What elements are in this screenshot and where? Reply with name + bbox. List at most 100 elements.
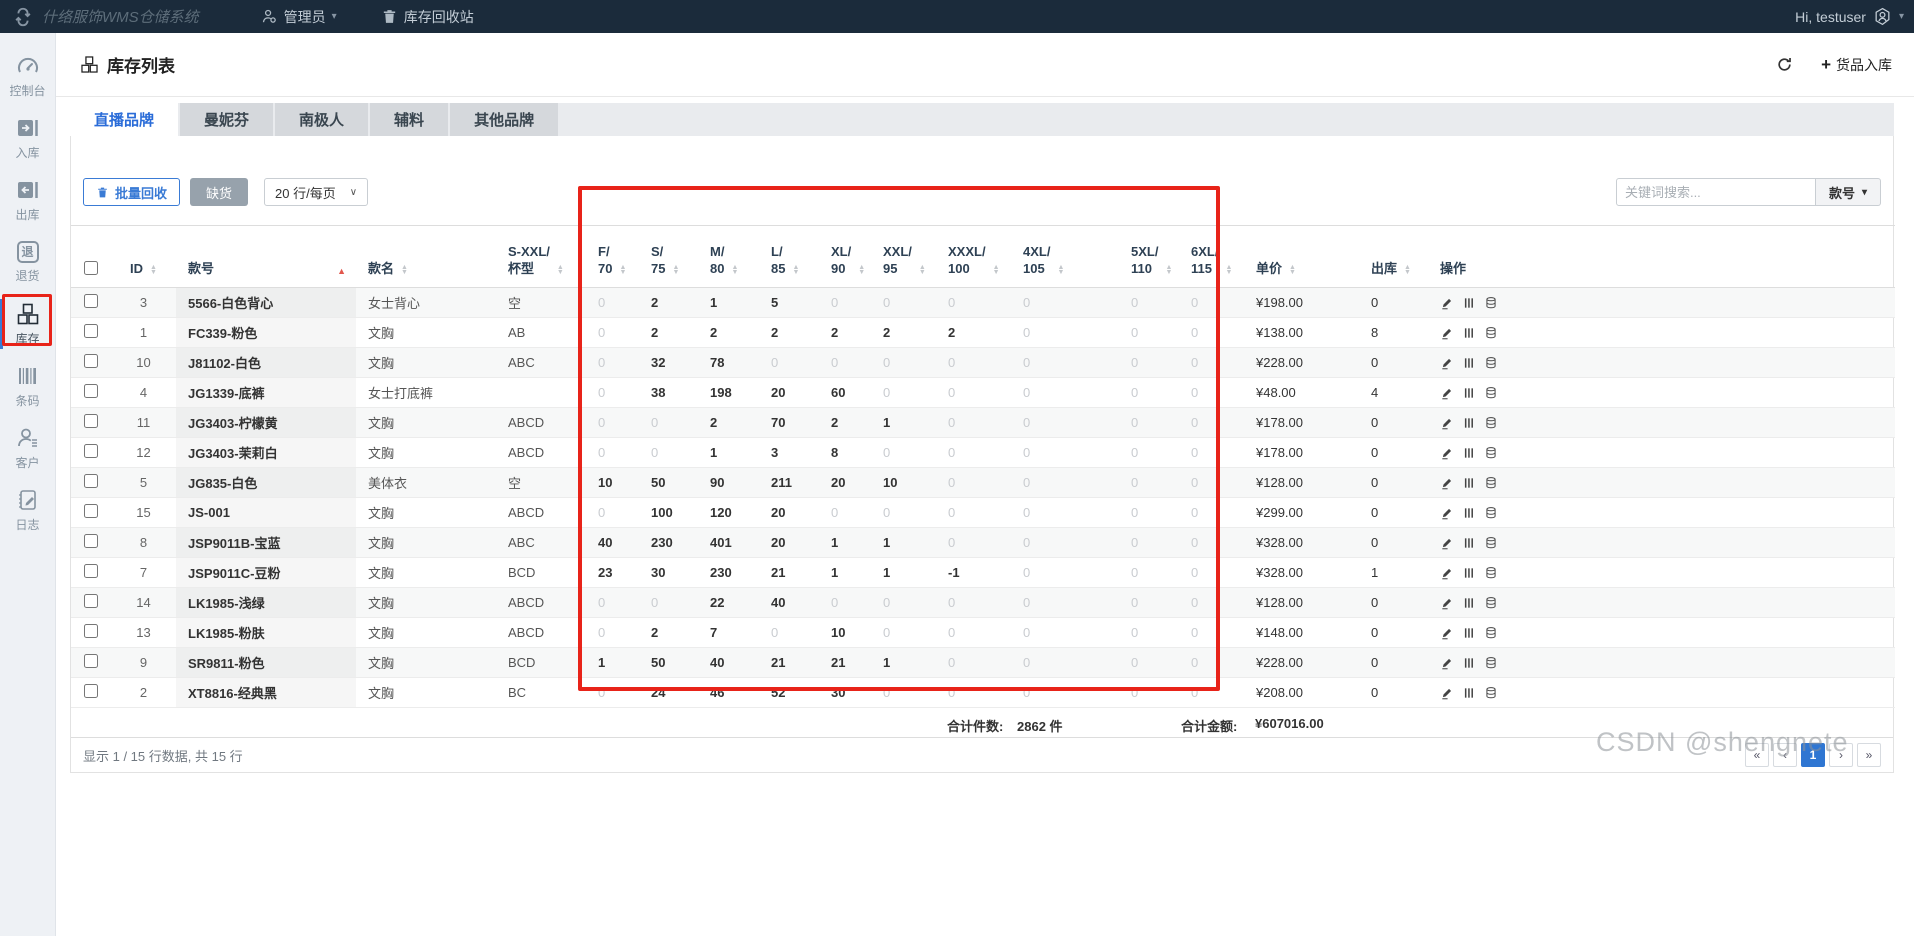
row-checkbox[interactable] <box>84 684 98 698</box>
sort-caret-icon[interactable]: ▲ ▼ <box>401 263 408 276</box>
tab-accessories[interactable]: 辅料 <box>370 103 449 136</box>
row-checkbox[interactable] <box>84 384 98 398</box>
sidebar-item-outbound[interactable]: 出库 <box>0 169 55 231</box>
layers-icon[interactable] <box>1484 446 1498 460</box>
page-nav-button[interactable]: « <box>1745 743 1769 767</box>
sort-caret-icon[interactable]: ▲ ▼ <box>150 263 157 276</box>
layers-icon[interactable] <box>1484 686 1498 700</box>
column-header-f70[interactable]: F/70 ▲ ▼ <box>586 225 639 288</box>
edit-icon[interactable] <box>1440 506 1454 520</box>
columns-icon[interactable] <box>1462 626 1476 640</box>
layers-icon[interactable] <box>1484 416 1498 430</box>
row-checkbox[interactable] <box>84 324 98 338</box>
layers-icon[interactable] <box>1484 626 1498 640</box>
edit-icon[interactable] <box>1440 566 1454 580</box>
columns-icon[interactable] <box>1462 326 1476 340</box>
columns-icon[interactable] <box>1462 476 1476 490</box>
columns-icon[interactable] <box>1462 656 1476 670</box>
add-goods-button[interactable]: + 货品入库 <box>1821 54 1892 74</box>
edit-icon[interactable] <box>1440 626 1454 640</box>
sidebar-item-barcode[interactable]: 条码 <box>0 355 55 417</box>
layers-icon[interactable] <box>1484 656 1498 670</box>
layers-icon[interactable] <box>1484 536 1498 550</box>
admin-menu[interactable]: 管理员 ▾ <box>261 7 337 27</box>
column-header-m80[interactable]: M/80 ▲ ▼ <box>698 225 759 288</box>
page-size-select[interactable]: 20 行/每页 ∨ <box>264 178 369 206</box>
columns-icon[interactable] <box>1462 296 1476 310</box>
layers-icon[interactable] <box>1484 326 1498 340</box>
columns-icon[interactable] <box>1462 356 1476 370</box>
edit-icon[interactable] <box>1440 356 1454 370</box>
sidebar-item-dashboard[interactable]: 控制台 <box>0 45 55 107</box>
sort-caret-icon[interactable]: ▲ ▼ <box>1289 263 1296 276</box>
tab-other-brands[interactable]: 其他品牌 <box>450 103 559 136</box>
sidebar-item-inbound[interactable]: 入库 <box>0 107 55 169</box>
sort-caret-icon[interactable]: ▲ ▼ <box>672 263 680 276</box>
edit-icon[interactable] <box>1440 386 1454 400</box>
page-nav-button[interactable]: ‹ <box>1773 743 1797 767</box>
column-header-xl90[interactable]: XL/90 ▲ ▼ <box>819 225 871 288</box>
sort-asc-icon[interactable]: ▲ <box>337 266 346 277</box>
sort-caret-icon[interactable]: ▲ ▼ <box>1404 263 1411 276</box>
columns-icon[interactable] <box>1462 416 1476 430</box>
row-checkbox[interactable] <box>84 564 98 578</box>
column-header-xl5-110[interactable]: 5XL/110 ▲ ▼ <box>1119 225 1179 288</box>
edit-icon[interactable] <box>1440 296 1454 310</box>
layers-icon[interactable] <box>1484 356 1498 370</box>
layers-icon[interactable] <box>1484 476 1498 490</box>
recycle-bin-menu[interactable]: 库存回收站 <box>381 7 474 27</box>
columns-icon[interactable] <box>1462 536 1476 550</box>
column-header-id[interactable]: ID ▲ ▼ <box>111 225 176 288</box>
column-header-l85[interactable]: L/85 ▲ ▼ <box>759 225 819 288</box>
row-checkbox[interactable] <box>84 444 98 458</box>
column-header-s75[interactable]: S/75 ▲ ▼ <box>639 225 698 288</box>
edit-icon[interactable] <box>1440 416 1454 430</box>
row-checkbox[interactable] <box>84 414 98 428</box>
sort-caret-icon[interactable]: ▲ ▼ <box>992 263 1000 276</box>
column-header-out[interactable]: 出库 ▲ ▼ <box>1359 225 1428 288</box>
column-header-name[interactable]: 款名 ▲ ▼ <box>356 225 496 288</box>
edit-icon[interactable] <box>1440 596 1454 610</box>
sidebar-item-returns[interactable]: 退退货 <box>0 231 55 293</box>
edit-icon[interactable] <box>1440 686 1454 700</box>
edit-icon[interactable] <box>1440 656 1454 670</box>
row-checkbox[interactable] <box>84 474 98 488</box>
row-checkbox[interactable] <box>84 534 98 548</box>
columns-icon[interactable] <box>1462 596 1476 610</box>
column-header-xl6-115[interactable]: 6XL/115 ▲ ▼ <box>1179 225 1244 288</box>
column-header-xxxl100[interactable]: XXXL/100 ▲ ▼ <box>936 225 1011 288</box>
sidebar-item-inventory[interactable]: 库存 <box>0 293 55 355</box>
row-checkbox[interactable] <box>84 504 98 518</box>
page-nav-button[interactable]: › <box>1829 743 1853 767</box>
columns-icon[interactable] <box>1462 386 1476 400</box>
sidebar-item-customers[interactable]: 客户 <box>0 417 55 479</box>
column-header-cup[interactable]: S-XXL/杯型 ▲ ▼ <box>496 225 586 288</box>
page-button-active[interactable]: 1 <box>1801 743 1825 767</box>
column-header-xl4-105[interactable]: 4XL/105 ▲ ▼ <box>1011 225 1119 288</box>
refresh-icon[interactable] <box>1776 56 1793 73</box>
sidebar-item-logs[interactable]: 日志 <box>0 479 55 541</box>
sort-caret-icon[interactable]: ▲ ▼ <box>619 263 627 276</box>
edit-icon[interactable] <box>1440 446 1454 460</box>
sort-caret-icon[interactable]: ▲ ▼ <box>731 263 739 276</box>
edit-icon[interactable] <box>1440 326 1454 340</box>
search-input[interactable] <box>1616 184 1809 200</box>
sort-caret-icon[interactable]: ▲ ▼ <box>1057 263 1065 276</box>
page-nav-button[interactable]: » <box>1857 743 1881 767</box>
columns-icon[interactable] <box>1462 686 1476 700</box>
select-all-checkbox[interactable] <box>84 261 98 275</box>
sort-caret-icon[interactable]: ▲ ▼ <box>1225 263 1233 276</box>
out-of-stock-button[interactable]: 缺货 <box>190 178 249 206</box>
sort-caret-icon[interactable]: ▲ ▼ <box>858 263 866 276</box>
edit-icon[interactable] <box>1440 536 1454 550</box>
user-menu[interactable]: Hi, testuser ▾ <box>1795 7 1904 26</box>
sort-caret-icon[interactable]: ▲ ▼ <box>918 263 926 276</box>
columns-icon[interactable] <box>1462 506 1476 520</box>
column-header-xxl95[interactable]: XXL/95 ▲ ▼ <box>871 225 936 288</box>
sort-caret-icon[interactable]: ▲ ▼ <box>792 263 800 276</box>
layers-icon[interactable] <box>1484 566 1498 580</box>
row-checkbox[interactable] <box>84 594 98 608</box>
batch-recycle-button[interactable]: 批量回收 <box>83 178 181 206</box>
search-field-dropdown[interactable]: 款号 ▾ <box>1815 178 1881 206</box>
tab-live-brands[interactable]: 直播品牌 <box>70 103 179 136</box>
